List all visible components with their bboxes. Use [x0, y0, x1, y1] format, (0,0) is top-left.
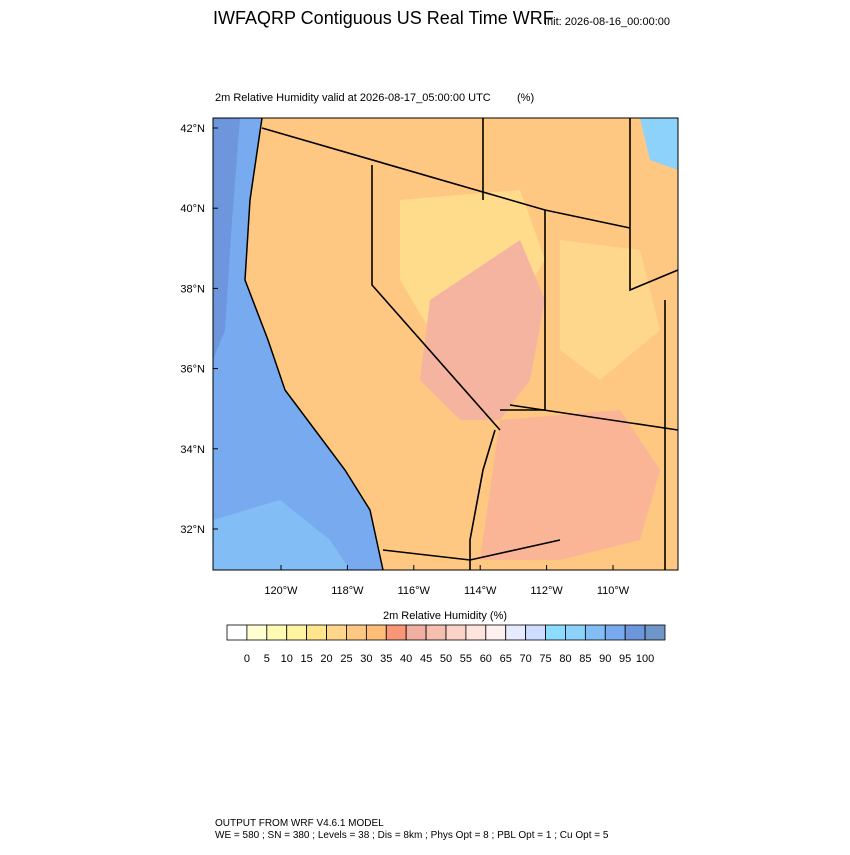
title: IWFAQRP Contiguous US Real Time WRF	[213, 8, 554, 28]
colorbar-label: 60	[480, 653, 492, 665]
colorbar-label: 85	[579, 653, 591, 665]
colorbar-box	[445, 624, 467, 641]
colorbar-label: 95	[619, 653, 631, 665]
colorbar-box	[465, 624, 487, 641]
colorbar-label: 10	[281, 653, 293, 665]
colorbar-box	[604, 624, 626, 641]
state-lines	[261, 118, 678, 570]
colorbar-box	[425, 624, 447, 641]
colorbar-box	[565, 624, 586, 641]
footer-line: WE = 580 ; SN = 380 ; Levels = 38 ; Dis …	[215, 830, 609, 841]
colorbar-title: 2m Relative Humidity (%)	[383, 610, 507, 622]
colorbar-label: 35	[380, 653, 392, 665]
map	[212, 117, 679, 571]
colorbar-label: 25	[340, 653, 352, 665]
coastline	[244, 118, 384, 570]
lon-labels: 120°W 118°W 116°W 114°W 112°W 110°W	[264, 565, 630, 597]
colorbar-box	[346, 624, 367, 641]
lon-label: 118°W	[331, 585, 364, 597]
colorbar-label: 40	[400, 653, 412, 665]
colorbar-label: 20	[320, 653, 332, 665]
colorbar-label: 75	[539, 653, 551, 665]
footer-line: OUTPUT FROM WRF V4.6.1 MODEL	[215, 818, 384, 829]
lat-label: 32°N	[180, 524, 205, 536]
colorbar-box	[246, 624, 268, 641]
colorbar-box	[286, 624, 308, 641]
lon-label: 112°W	[530, 585, 563, 597]
colorbar-label: 5	[264, 653, 270, 665]
colorbar-label: 45	[420, 653, 432, 665]
ocean	[213, 118, 383, 570]
colorbar-label: 65	[500, 653, 512, 665]
lat-label: 40°N	[180, 203, 205, 215]
colorbar-box	[405, 624, 427, 641]
map-frame	[212, 117, 679, 571]
colorbar-label: 50	[440, 653, 452, 665]
colorbar-label: 70	[520, 653, 532, 665]
lat-label: 36°N	[180, 364, 205, 376]
units: (%)	[517, 92, 534, 104]
lon-label: 110°W	[597, 585, 630, 597]
colorbar-box	[266, 624, 288, 641]
colorbar-box	[505, 624, 527, 641]
init-time: Init: 2026-08-16_00:00:00	[544, 16, 670, 28]
colorbar: 0 5 10 15 20 25 30 35 40 45 50 55 60 65 70 75 80 85 90 95 10…	[226, 624, 666, 665]
colorbar-box	[624, 624, 646, 641]
humid-patch	[480, 410, 660, 560]
colorbar-label: 100	[636, 653, 654, 665]
colorbar-box	[584, 624, 606, 641]
colorbar-box	[306, 624, 327, 641]
lat-label: 38°N	[180, 283, 205, 295]
lon-label: 120°W	[264, 585, 298, 597]
lon-label: 114°W	[464, 585, 497, 597]
lat-label: 34°N	[180, 444, 205, 456]
subtitle: 2m Relative Humidity valid at 2026-08-17…	[215, 92, 491, 104]
colorbar-label: 30	[360, 653, 372, 665]
colorbar-box	[326, 624, 347, 641]
colorbar-box	[385, 624, 407, 641]
ocean	[213, 118, 240, 360]
colorbar-label: 80	[559, 653, 571, 665]
colorbar-box	[525, 624, 546, 641]
colorbar-label: 15	[301, 653, 313, 665]
colorbar-box	[485, 624, 507, 641]
ocean	[213, 500, 350, 570]
lon-label: 116°W	[398, 585, 431, 597]
colorbar-label: 0	[244, 653, 250, 665]
lat-labels: 42°N 40°N 38°N 36°N 34°N 32°N	[180, 123, 218, 536]
colorbar-box	[644, 624, 666, 641]
dry-region	[560, 240, 660, 380]
colorbar-box	[226, 624, 248, 641]
colorbar-box	[365, 624, 387, 641]
colorbar-box	[545, 624, 566, 641]
colorbar-label: 90	[599, 653, 611, 665]
humid-patch	[640, 118, 678, 170]
lat-label: 42°N	[180, 123, 205, 135]
colorbar-label: 55	[460, 653, 472, 665]
